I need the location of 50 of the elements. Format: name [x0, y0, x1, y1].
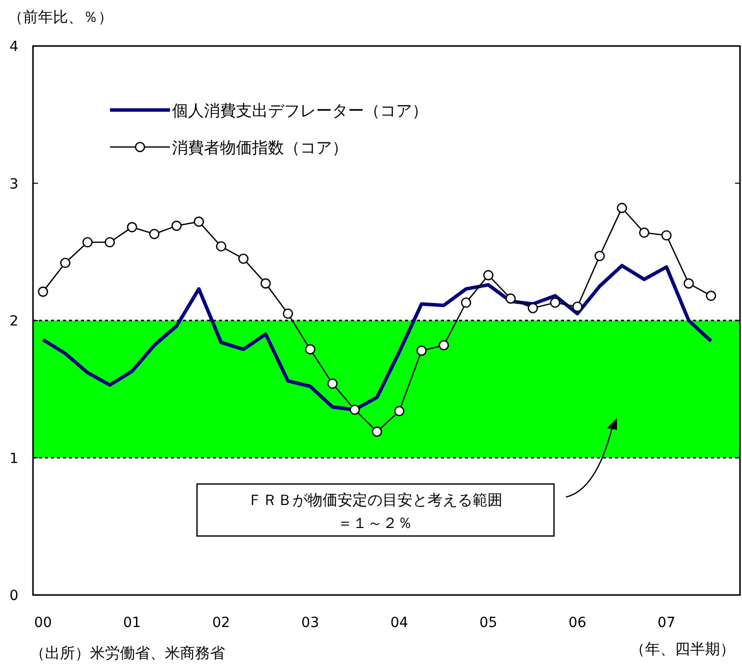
point — [550, 298, 560, 308]
y-tick-label: 1 — [10, 450, 18, 467]
y-axis-title: （前年比、％） — [8, 8, 113, 26]
point — [460, 298, 472, 308]
point — [216, 241, 226, 252]
x-tick-label: 06 — [568, 615, 586, 631]
point — [706, 290, 716, 301]
x-tick-label: 00 — [34, 615, 52, 631]
point — [528, 302, 538, 314]
point — [350, 404, 360, 415]
point — [194, 216, 204, 227]
point — [282, 308, 294, 319]
point — [505, 293, 516, 304]
point — [305, 344, 316, 354]
point — [171, 220, 182, 231]
point — [416, 346, 427, 356]
point — [483, 270, 494, 280]
x-tick-label: 01 — [123, 615, 141, 631]
legend-label: 個人消費支出デフレーター（コア） — [172, 101, 428, 120]
point — [438, 340, 449, 350]
band-label: ＦＲＢが物価安定の目安と考える範囲＝１～２％ — [248, 491, 502, 532]
point — [572, 302, 583, 312]
y-tick-label: 3 — [10, 176, 18, 192]
point — [238, 254, 249, 264]
x-tick-label: 02 — [212, 615, 230, 631]
y-tick-label: 0 — [10, 588, 18, 604]
point — [616, 202, 628, 214]
y-tick-label: 4 — [10, 39, 19, 55]
point — [684, 278, 694, 289]
point — [327, 378, 338, 389]
legend-label: 消費者物価指数（コア） — [172, 138, 348, 157]
point — [126, 222, 138, 232]
x-tick-label: 04 — [390, 615, 408, 631]
x-axis-title: （年、四半期） — [630, 640, 735, 658]
point — [639, 228, 650, 238]
point — [104, 237, 115, 248]
x-tick-label: 07 — [658, 615, 676, 631]
x-tick-label: 03 — [301, 615, 320, 631]
point — [661, 230, 672, 241]
point — [149, 228, 160, 240]
point — [38, 286, 48, 297]
point — [372, 426, 382, 437]
point — [60, 258, 70, 268]
y-tick-label: 2 — [10, 314, 18, 330]
x-tick-label: 05 — [479, 615, 498, 631]
point — [82, 237, 93, 248]
point — [594, 250, 605, 262]
point — [394, 406, 404, 416]
point — [260, 278, 271, 289]
text: （出所）米労働省、米商務省 — [30, 644, 225, 662]
